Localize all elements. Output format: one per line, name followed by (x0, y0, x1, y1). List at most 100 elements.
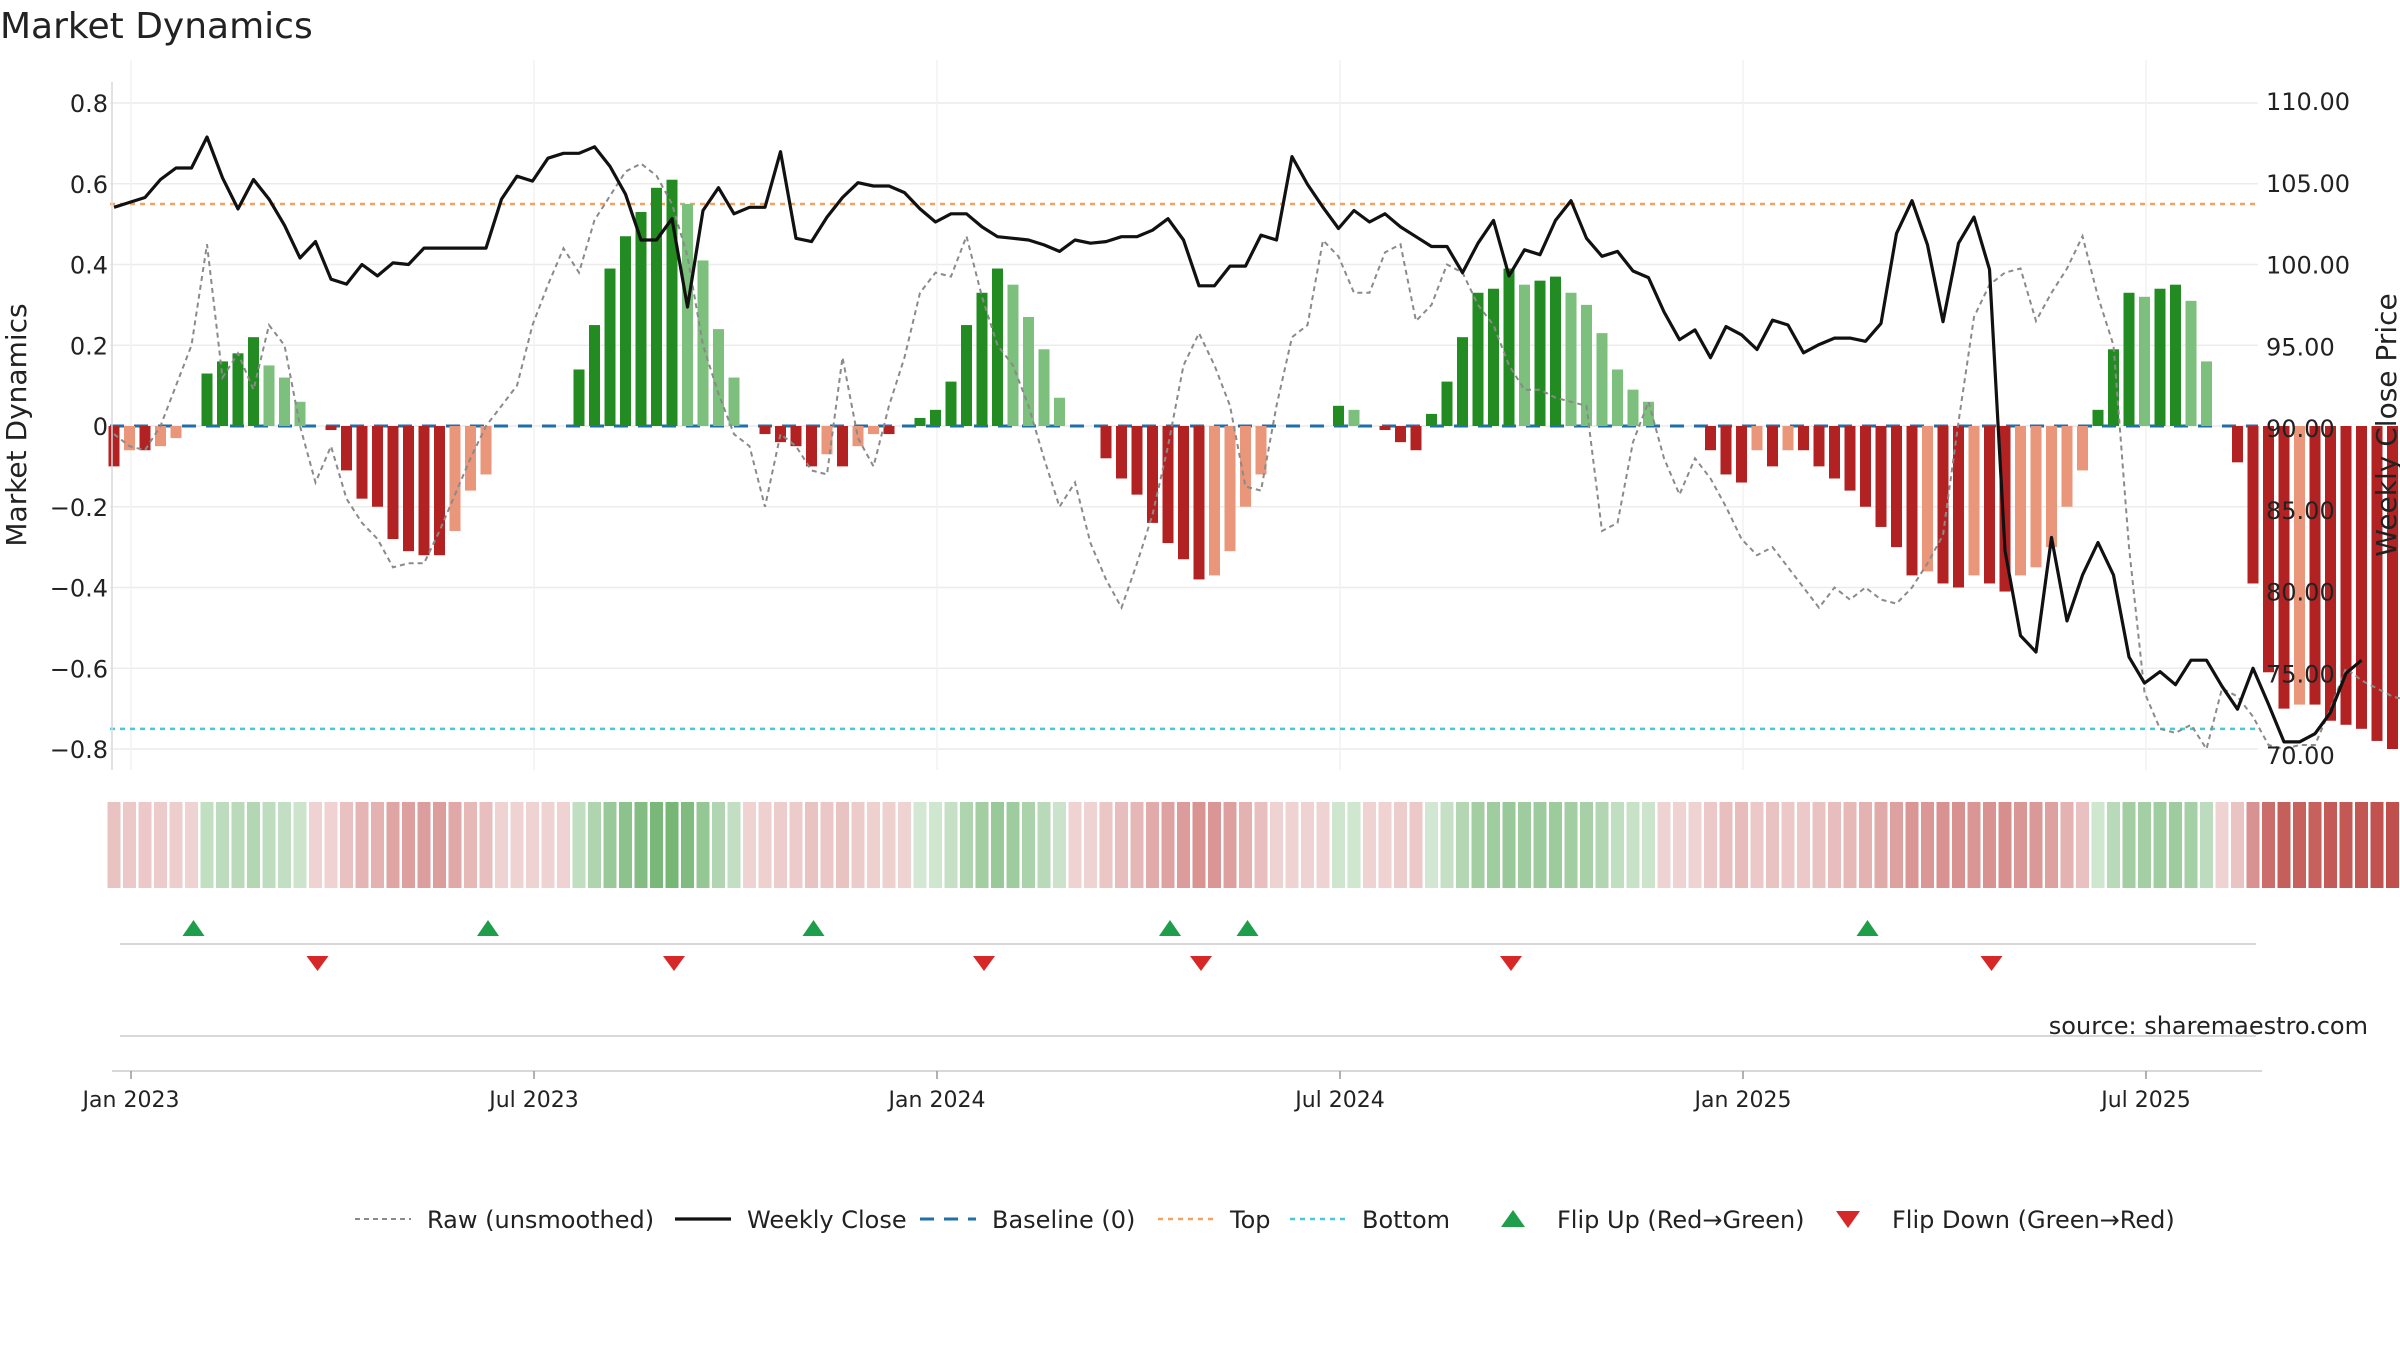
momentum-bar (620, 236, 631, 426)
regime-cell (2107, 802, 2120, 888)
close-line (113, 135, 2363, 744)
regime-cell (2169, 802, 2182, 888)
grid-lines (110, 60, 2258, 770)
regime-cell (1223, 802, 1237, 888)
regime-cell (1363, 802, 1376, 888)
momentum-bar (341, 426, 352, 471)
right-tick-label: 95.00 (2266, 333, 2335, 361)
momentum-bar (1906, 426, 1918, 576)
right-tick-label: 75.00 (2266, 660, 2335, 688)
momentum-bar (325, 426, 337, 431)
momentum-bar (2061, 426, 2073, 507)
regime-cell (448, 802, 462, 888)
momentum-bar (2263, 426, 2274, 673)
left-tick-label: −0.4 (50, 575, 108, 603)
momentum-bar (2371, 426, 2383, 741)
momentum-bar (961, 325, 972, 426)
regime-cell (2029, 802, 2043, 888)
regime-cell (169, 802, 183, 888)
regime-cell (2246, 802, 2260, 888)
regime-cell (262, 802, 276, 888)
momentum-bar (1007, 284, 1019, 426)
momentum-bar (1565, 292, 1577, 426)
regime-cell (185, 802, 198, 888)
momentum-bar (775, 426, 786, 443)
momentum-bar (1193, 426, 1205, 580)
regime-cell (805, 802, 818, 888)
regime-cell (1549, 802, 1562, 888)
regime-cell (2184, 802, 2198, 888)
momentum-bar (1054, 397, 1065, 426)
axes: 0.8 0.6 0.4 0.2 0 −0.2 −0.4 −0.6 −0.8 110.00 105.0… (50, 82, 2350, 770)
momentum-bar (263, 365, 275, 426)
legend-label: Bottom (1362, 1206, 1450, 1234)
momentum-bar (1720, 426, 1732, 475)
momentum-bar (1503, 268, 1515, 426)
regime-cell (1750, 802, 1764, 888)
regime-cell (1316, 802, 1330, 888)
momentum-bar (682, 203, 693, 426)
regime-cell (1595, 802, 1609, 888)
momentum-bar (651, 187, 662, 426)
legend-label: Raw (unsmoothed) (427, 1206, 654, 1234)
left-tick-label: 0.8 (70, 90, 108, 118)
momentum-bar (868, 426, 879, 435)
x-tick-label: Jul 2024 (1293, 1088, 1385, 1113)
momentum-bar (418, 426, 430, 556)
momentum-bar (1891, 426, 1902, 548)
momentum-bar (1581, 304, 1592, 426)
regime-cell (1301, 802, 1314, 888)
right-tick-label: 85.00 (2266, 497, 2335, 525)
flip-up-marker (182, 920, 205, 936)
regime-cell (1642, 802, 1655, 888)
legend-label: Top (1229, 1206, 1271, 1234)
regime-cell (898, 802, 911, 888)
flip-down-marker (663, 956, 685, 971)
source-label: source: sharemaestro.com (2049, 1012, 2368, 1040)
regime-cell (851, 802, 865, 888)
regime-cell (1812, 802, 1826, 888)
regime-cell (944, 802, 958, 888)
regime-cell (867, 802, 880, 888)
regime-cell (820, 802, 834, 888)
regime-cell (1099, 802, 1113, 888)
momentum-bar (170, 426, 182, 439)
regime-cell (1471, 802, 1485, 888)
regime-cell (1611, 802, 1624, 888)
regime-cell (1006, 802, 1020, 888)
regime-cell (247, 802, 260, 888)
regime-cell (1425, 802, 1438, 888)
momentum-bar (1441, 381, 1453, 426)
regime-cell (836, 802, 849, 888)
regime-cell (1239, 802, 1252, 888)
regime-cell (2293, 802, 2306, 888)
regime-cell (1518, 802, 1531, 888)
x-tick-label: Jan 2024 (887, 1088, 986, 1113)
momentum-bar (1426, 413, 1437, 426)
momentum-bar (821, 426, 833, 455)
momentum-bar (2387, 426, 2398, 749)
raw-series (113, 162, 2400, 752)
momentum-bar (976, 292, 988, 426)
momentum-bar (1860, 426, 1871, 507)
momentum-bar (1953, 426, 1964, 588)
chart-title: Market Dynamics (0, 6, 313, 47)
momentum-bar (2309, 426, 2321, 705)
regime-cell (2215, 802, 2229, 888)
regime-cell (1936, 802, 1950, 888)
regime-cell (712, 802, 725, 888)
regime-cell (2277, 802, 2291, 888)
regime-cell (1254, 802, 1268, 888)
regime-cell (603, 802, 617, 888)
flip-down-marker (1500, 956, 1522, 971)
momentum-bar (403, 426, 414, 552)
flip-up-marker (802, 920, 825, 936)
momentum-bar (1379, 426, 1391, 431)
momentum-bar (914, 417, 926, 426)
momentum-bar (1209, 426, 1220, 576)
momentum-bar (2015, 426, 2026, 576)
left-tick-label: 0.2 (70, 332, 108, 360)
regime-cell (1208, 802, 1221, 888)
regime-cell (2308, 802, 2322, 888)
